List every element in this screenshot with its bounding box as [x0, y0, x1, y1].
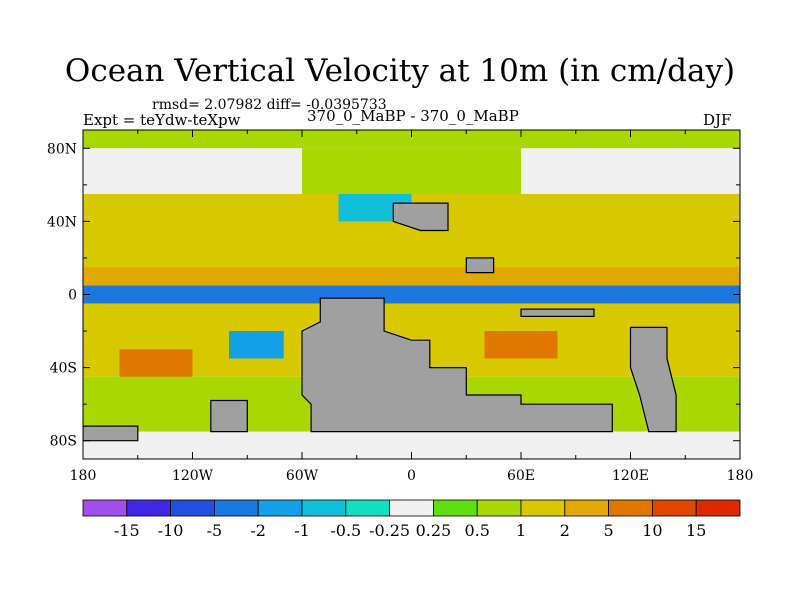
field-region-indian-ocean-anomaly: [484, 331, 558, 359]
field-region-north-asia-ocean: [521, 148, 740, 194]
y-tick-label: 80N: [47, 141, 77, 157]
x-tick-label: 120E: [612, 468, 649, 484]
colorbar-label: 1: [516, 521, 526, 540]
y-tick-label: 40S: [50, 361, 77, 377]
colorbar-box: [608, 499, 653, 517]
x-tick-label: 120W: [172, 468, 214, 484]
y-tick-label: 40N: [47, 214, 77, 230]
colorbar-box: [695, 499, 741, 517]
colorbar-label: -2: [250, 521, 266, 540]
colorbar-label: 10: [642, 521, 662, 540]
x-tick-label: 180: [727, 468, 754, 484]
y-tick-label: 0: [68, 288, 77, 304]
field-region-west-pacific-anomaly: [119, 349, 193, 377]
field-region-north-atlantic-high-lat: [302, 148, 521, 194]
field-region-arctic-band-1: [83, 130, 740, 149]
land-northeast-peninsula: [465, 257, 495, 274]
colorbar-label: 2: [560, 521, 570, 540]
colorbar-box: [389, 499, 434, 517]
colorbar-label: -10: [158, 521, 184, 540]
colorbar-box: [520, 499, 566, 517]
colorbar-box: [126, 499, 172, 517]
land-south-pole-west: [210, 399, 248, 433]
land-gondwana-main: [301, 297, 613, 433]
colorbar-label: 0.25: [416, 521, 452, 540]
colorbar-box: [170, 499, 215, 517]
chart-title: Ocean Vertical Velocity at 10m (in cm/da…: [64, 53, 736, 89]
colorbar-box: [564, 499, 609, 517]
experiment-label: Expt = teYdw-teXpw: [83, 111, 241, 129]
field-region-east-pacific-anomaly: [229, 331, 284, 359]
colorbar-box: [652, 499, 697, 517]
colorbar-label: -5: [207, 521, 223, 540]
land-australia-antarctica: [629, 326, 677, 433]
colorbar-box: [257, 499, 303, 517]
colorbar-label: 5: [604, 521, 614, 540]
colorbar-box: [432, 499, 478, 517]
land-laurasia-europe: [392, 202, 449, 232]
colorbar-label: -15: [114, 521, 140, 540]
colorbar-label: -1: [294, 521, 310, 540]
field-region-north-pacific-high-lat: [83, 148, 302, 194]
x-tick-label: 60E: [507, 468, 535, 484]
x-tick-label: 180: [70, 468, 97, 484]
comparison-label: 370_0_MaBP - 370_0_MaBP: [307, 107, 519, 125]
colorbar-label: -0.25: [369, 521, 410, 540]
colorbar-box: [301, 499, 347, 517]
colorbar-label: 15: [686, 521, 706, 540]
colorbar-label: 0.5: [464, 521, 489, 540]
colorbar-label: -0.5: [330, 521, 361, 540]
stats-label: rmsd= 2.07982 diff= -0.0395733: [152, 97, 387, 113]
land-eastern-island: [520, 308, 595, 317]
colorbar-box: [213, 499, 259, 517]
field-region-equatorial-upwelling: [83, 285, 740, 304]
field-region-north-equatorial-band: [83, 267, 740, 286]
colorbar-box: [345, 499, 390, 517]
y-tick-label: 80S: [50, 434, 77, 450]
x-tick-label: 0: [407, 468, 416, 484]
colorbar-box: [476, 499, 522, 517]
colorbar-box: [82, 499, 128, 517]
land-south-pole-strip: [83, 425, 139, 442]
season-label: DJF: [703, 111, 732, 129]
x-tick-label: 60W: [286, 468, 319, 484]
